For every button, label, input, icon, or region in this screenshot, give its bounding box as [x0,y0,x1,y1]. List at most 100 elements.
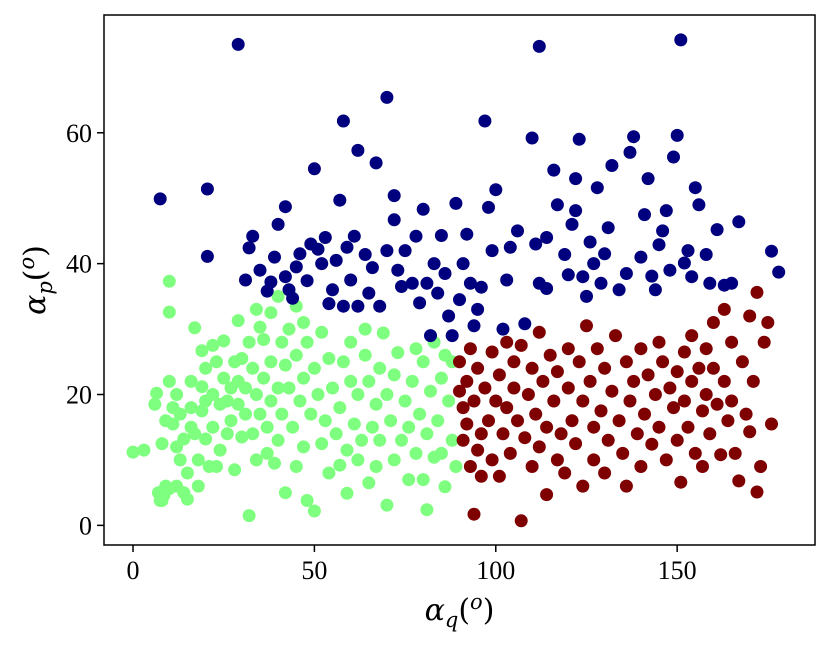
y-axis-label: αp(o) [15,245,57,315]
scatter-point-s1-4 [239,273,252,287]
scatter-point-s2-2 [456,401,470,415]
scatter-point-s1-117 [685,270,699,284]
scatter-point-s0-72 [257,333,271,346]
scatter-point-s2-87 [677,394,691,408]
scatter-point-s0-67 [249,388,263,401]
scatter-point-s0-99 [307,361,321,375]
scatter-point-s1-46 [398,244,412,258]
scatter-point-s2-22 [500,335,514,349]
scatter-point-s1-112 [667,150,680,164]
scatter-point-s2-11 [471,443,485,457]
scatter-point-s2-111 [743,309,757,323]
scatter-point-s1-23 [318,231,332,244]
scatter-point-s0-136 [395,433,408,447]
scatter-point-s1-11 [271,217,285,231]
scatter-point-s2-16 [485,345,499,359]
scatter-point-s1-62 [460,227,474,241]
scatter-point-s0-88 [286,420,300,434]
scatter-point-s1-109 [656,224,670,238]
scatter-point-s1-50 [416,202,430,216]
scatter-point-s0-155 [438,480,452,494]
scatter-point-s2-84 [670,433,684,447]
scatter-point-s0-102 [315,325,329,339]
scatter-point-s0-96 [300,335,314,349]
scatter-point-s0-1 [137,443,151,457]
scatter-point-s2-8 [467,507,481,521]
scatter-point-s2-103 [717,374,731,388]
scatter-point-s0-106 [322,466,336,480]
scatter-point-s2-119 [765,417,778,431]
scatter-point-s0-59 [235,352,249,365]
scatter-point-s2-62 [605,384,619,398]
scatter-point-s0-34 [195,404,209,418]
scatter-point-s0-137 [398,394,412,408]
scatter-point-s1-80 [540,282,554,295]
scatter-point-s0-28 [184,374,198,388]
scatter-point-s1-45 [395,280,408,293]
scatter-point-s0-144 [416,355,430,369]
scatter-point-s1-59 [449,196,463,210]
scatter-point-s1-10 [268,250,281,264]
scatter-point-s0-109 [333,401,347,415]
scatter-point-s1-15 [286,291,300,305]
x-axis-label: αq(o) [425,590,495,632]
scatter-point-s2-58 [594,404,608,418]
scatter-point-s2-1 [453,384,466,398]
scatter-point-s0-38 [199,432,213,446]
scatter-point-s0-53 [228,463,242,477]
scatter-point-s0-69 [253,320,267,334]
scatter-point-s1-70 [489,183,503,197]
scatter-point-s0-141 [409,342,423,356]
scatter-point-s0-32 [191,479,205,493]
scatter-point-s2-86 [677,345,691,359]
scatter-point-s0-40 [206,388,220,401]
scatter-point-s0-105 [322,352,336,365]
scatter-point-s0-129 [376,326,390,340]
scatter-point-s0-115 [344,335,358,349]
scatter-point-s0-80 [271,381,285,395]
scatter-point-s2-78 [652,420,666,434]
scatter-point-s1-71 [496,322,510,336]
scatter-point-s0-16 [166,417,180,431]
scatter-point-s2-36 [532,440,546,454]
scatter-point-s0-60 [239,407,252,421]
scatter-point-s1-125 [732,215,746,229]
scatter-point-s1-127 [772,265,786,279]
scatter-point-s1-96 [598,247,612,261]
scatter-point-s1-101 [623,145,637,159]
scatter-point-s0-33 [195,344,209,358]
scatter-point-s0-142 [409,446,423,460]
scatter-point-s1-29 [336,299,350,313]
scatter-point-s1-24 [322,297,336,311]
scatter-point-s1-69 [485,244,499,258]
scatter-point-s0-112 [340,443,354,457]
scatter-point-s2-79 [656,355,670,369]
scatter-point-s2-37 [536,374,550,388]
scatter-point-s2-34 [529,407,543,421]
scatter-point-s2-68 [623,394,637,408]
scatter-point-s1-113 [670,128,684,142]
scatter-point-s2-76 [648,388,662,401]
scatter-point-s0-123 [362,476,376,490]
scatter-point-s1-64 [467,319,481,333]
scatter-point-s0-57 [231,397,245,411]
scatter-point-s0-2 [148,397,162,411]
scatter-point-s2-31 [521,388,535,401]
scatter-point-s0-107 [326,381,339,395]
scatter-point-s1-85 [561,268,575,282]
scatter-point-s1-47 [405,276,419,290]
scatter-point-s0-21 [173,407,187,421]
scatter-point-s2-117 [757,335,771,349]
scatter-point-s0-73 [260,420,274,434]
scatter-point-s2-26 [507,381,521,395]
scatter-point-s1-52 [424,329,437,343]
scatter-point-s0-20 [173,453,187,467]
scatter-point-s1-68 [482,200,495,214]
scatter-point-s1-61 [456,257,470,271]
scatter-point-s2-30 [518,431,532,445]
scatter-point-s0-47 [217,371,231,385]
scatter-point-s0-134 [387,453,401,467]
scatter-point-s1-38 [369,156,383,170]
y-tick-label-2: 40 [66,250,92,279]
